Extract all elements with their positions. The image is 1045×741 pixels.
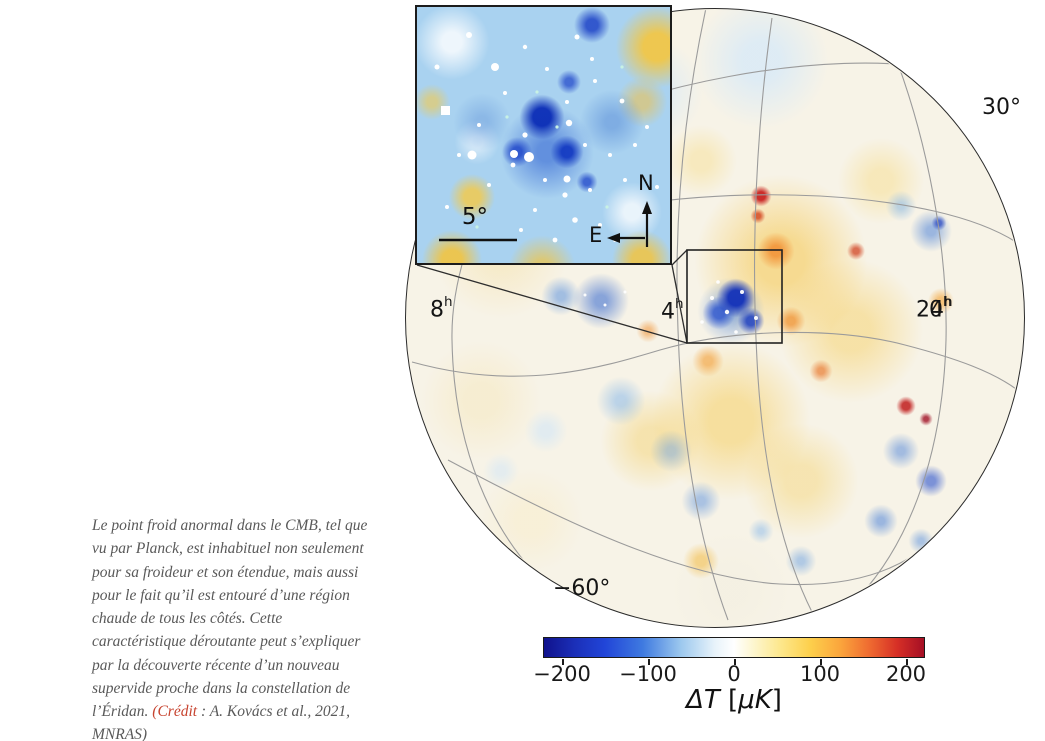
inset-point-sources [434,32,659,243]
colorbar-tickmark [906,659,908,665]
colorbar-tick-label: −200 [533,662,591,686]
dec-label-minus60: −60° [553,576,611,601]
inset-point-sources-faint [475,65,624,229]
colorbar-tickmark [648,659,650,665]
caption-credit-link[interactable]: (Crédit [152,703,198,720]
colorbar-axis-label: ΔT [μK] [686,685,782,715]
colorbar-tick-label: 200 [885,662,927,686]
north-arrow [642,201,652,247]
colorbar [543,637,925,658]
inset-north-label: N [638,171,654,195]
caption-credit-rest: : A. Kovács et al., 2021, MNRAS) [92,703,351,741]
cold-spot-inset: 5° N E [415,5,672,265]
colorbar-tick-label: 0 [727,662,741,686]
ra-label-8h: 8h [430,294,453,323]
ra-label-4h: 4h [661,296,684,325]
ra-label-24h: 24h [916,294,953,323]
inset-east-label: E [589,223,603,247]
dec-label-30: 30° [982,95,1021,120]
inset-scale-label: 5° [461,204,489,230]
east-arrow [607,233,645,243]
colorbar-tick-label: 100 [799,662,841,686]
ra-label-0h: 0h [929,294,952,323]
colorbar-tickmark [820,659,822,665]
colorbar-tick-label: −100 [619,662,677,686]
inset-graphics [434,32,659,247]
colorbar-tickmark [734,659,736,665]
figure-caption: Le point froid anormal dans le CMB, tel … [92,514,377,741]
colorbar-tickmark [562,659,564,665]
caption-text: Le point froid anormal dans le CMB, tel … [92,517,368,720]
